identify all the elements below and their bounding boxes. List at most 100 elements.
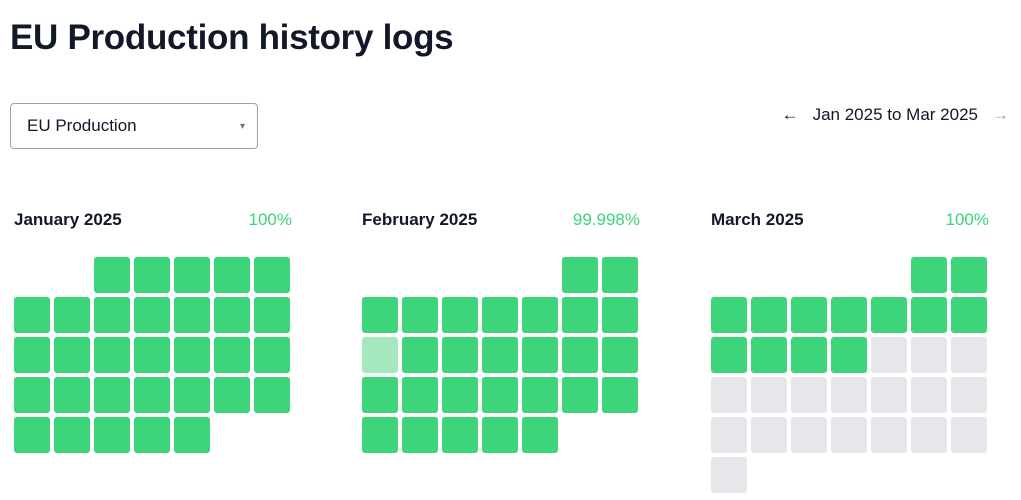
day-cell[interactable] <box>134 257 170 293</box>
day-cell[interactable] <box>134 417 170 453</box>
day-cell[interactable] <box>751 417 787 453</box>
day-cell[interactable] <box>54 297 90 333</box>
day-cell[interactable] <box>871 417 907 453</box>
day-cell[interactable] <box>174 257 210 293</box>
day-cell[interactable] <box>442 297 478 333</box>
day-cell[interactable] <box>562 257 598 293</box>
environment-select[interactable]: EU Production ▾ <box>10 103 258 149</box>
day-cell[interactable] <box>94 257 130 293</box>
day-cell[interactable] <box>562 337 598 373</box>
day-cell[interactable] <box>791 377 827 413</box>
day-cell[interactable] <box>482 297 518 333</box>
day-cell[interactable] <box>911 257 947 293</box>
day-cell[interactable] <box>562 377 598 413</box>
arrow-right-icon[interactable]: → <box>992 105 1009 124</box>
day-cell[interactable] <box>751 297 787 333</box>
day-cell[interactable] <box>174 297 210 333</box>
day-cell[interactable] <box>871 337 907 373</box>
day-cell[interactable] <box>911 297 947 333</box>
day-cell[interactable] <box>214 297 250 333</box>
day-cell[interactable] <box>402 377 438 413</box>
day-cell[interactable] <box>442 377 478 413</box>
day-cell[interactable] <box>711 297 747 333</box>
day-cell[interactable] <box>871 297 907 333</box>
day-cell[interactable] <box>214 257 250 293</box>
day-cell[interactable] <box>174 417 210 453</box>
environment-select-value: EU Production <box>27 116 137 135</box>
day-cell[interactable] <box>362 377 398 413</box>
day-cell[interactable] <box>602 337 638 373</box>
day-cell[interactable] <box>482 337 518 373</box>
day-cell[interactable] <box>522 417 558 453</box>
day-cell[interactable] <box>214 377 250 413</box>
day-cell[interactable] <box>871 377 907 413</box>
day-cell[interactable] <box>254 257 290 293</box>
day-cell[interactable] <box>134 377 170 413</box>
day-cell[interactable] <box>14 377 50 413</box>
day-cell[interactable] <box>254 297 290 333</box>
month-january: January 2025 100% <box>14 208 292 453</box>
day-cell[interactable] <box>751 377 787 413</box>
day-cell[interactable] <box>14 297 50 333</box>
day-cell[interactable] <box>522 377 558 413</box>
month-name: January 2025 <box>14 210 122 229</box>
day-cell[interactable] <box>711 417 747 453</box>
month-header: January 2025 100% <box>14 208 292 232</box>
day-cell[interactable] <box>482 377 518 413</box>
day-cell[interactable] <box>562 297 598 333</box>
day-cell[interactable] <box>174 337 210 373</box>
day-cell[interactable] <box>174 377 210 413</box>
day-cell[interactable] <box>442 337 478 373</box>
day-cell[interactable] <box>362 417 398 453</box>
date-range-label: Jan 2025 to Mar 2025 <box>812 105 978 124</box>
day-cell[interactable] <box>711 337 747 373</box>
day-cell[interactable] <box>14 337 50 373</box>
day-cell[interactable] <box>402 337 438 373</box>
day-cell[interactable] <box>362 297 398 333</box>
day-cell[interactable] <box>402 417 438 453</box>
day-cell[interactable] <box>442 417 478 453</box>
day-cell[interactable] <box>94 417 130 453</box>
day-cell[interactable] <box>951 297 987 333</box>
day-cell[interactable] <box>951 257 987 293</box>
day-cell[interactable] <box>254 337 290 373</box>
day-cell[interactable] <box>951 337 987 373</box>
day-cell[interactable] <box>711 377 747 413</box>
day-cell[interactable] <box>751 337 787 373</box>
day-cell[interactable] <box>791 417 827 453</box>
arrow-left-icon[interactable]: ← <box>781 105 799 124</box>
day-cell[interactable] <box>791 297 827 333</box>
day-cell[interactable] <box>602 377 638 413</box>
day-cell[interactable] <box>602 297 638 333</box>
day-cell[interactable] <box>831 417 867 453</box>
day-cell[interactable] <box>402 297 438 333</box>
day-cell[interactable] <box>831 377 867 413</box>
day-cell[interactable] <box>831 297 867 333</box>
day-cell[interactable] <box>911 337 947 373</box>
day-cell[interactable] <box>94 337 130 373</box>
day-cell[interactable] <box>362 337 398 373</box>
day-cell[interactable] <box>522 337 558 373</box>
day-cell[interactable] <box>951 417 987 453</box>
day-cell[interactable] <box>134 297 170 333</box>
day-cell[interactable] <box>602 257 638 293</box>
month-uptime: 100% <box>248 210 292 229</box>
day-cell[interactable] <box>791 337 827 373</box>
day-cell[interactable] <box>54 417 90 453</box>
day-cell[interactable] <box>911 377 947 413</box>
day-cell[interactable] <box>134 337 170 373</box>
day-cell[interactable] <box>214 337 250 373</box>
day-cell[interactable] <box>482 417 518 453</box>
day-cell[interactable] <box>831 337 867 373</box>
day-cell[interactable] <box>522 297 558 333</box>
day-cell[interactable] <box>14 417 50 453</box>
day-cell[interactable] <box>94 297 130 333</box>
day-cell[interactable] <box>911 417 947 453</box>
day-cell[interactable] <box>711 457 747 493</box>
day-cell[interactable] <box>951 377 987 413</box>
month-name: March 2025 <box>711 210 804 229</box>
day-cell[interactable] <box>54 377 90 413</box>
day-cell[interactable] <box>54 337 90 373</box>
day-cell[interactable] <box>94 377 130 413</box>
day-cell[interactable] <box>254 377 290 413</box>
